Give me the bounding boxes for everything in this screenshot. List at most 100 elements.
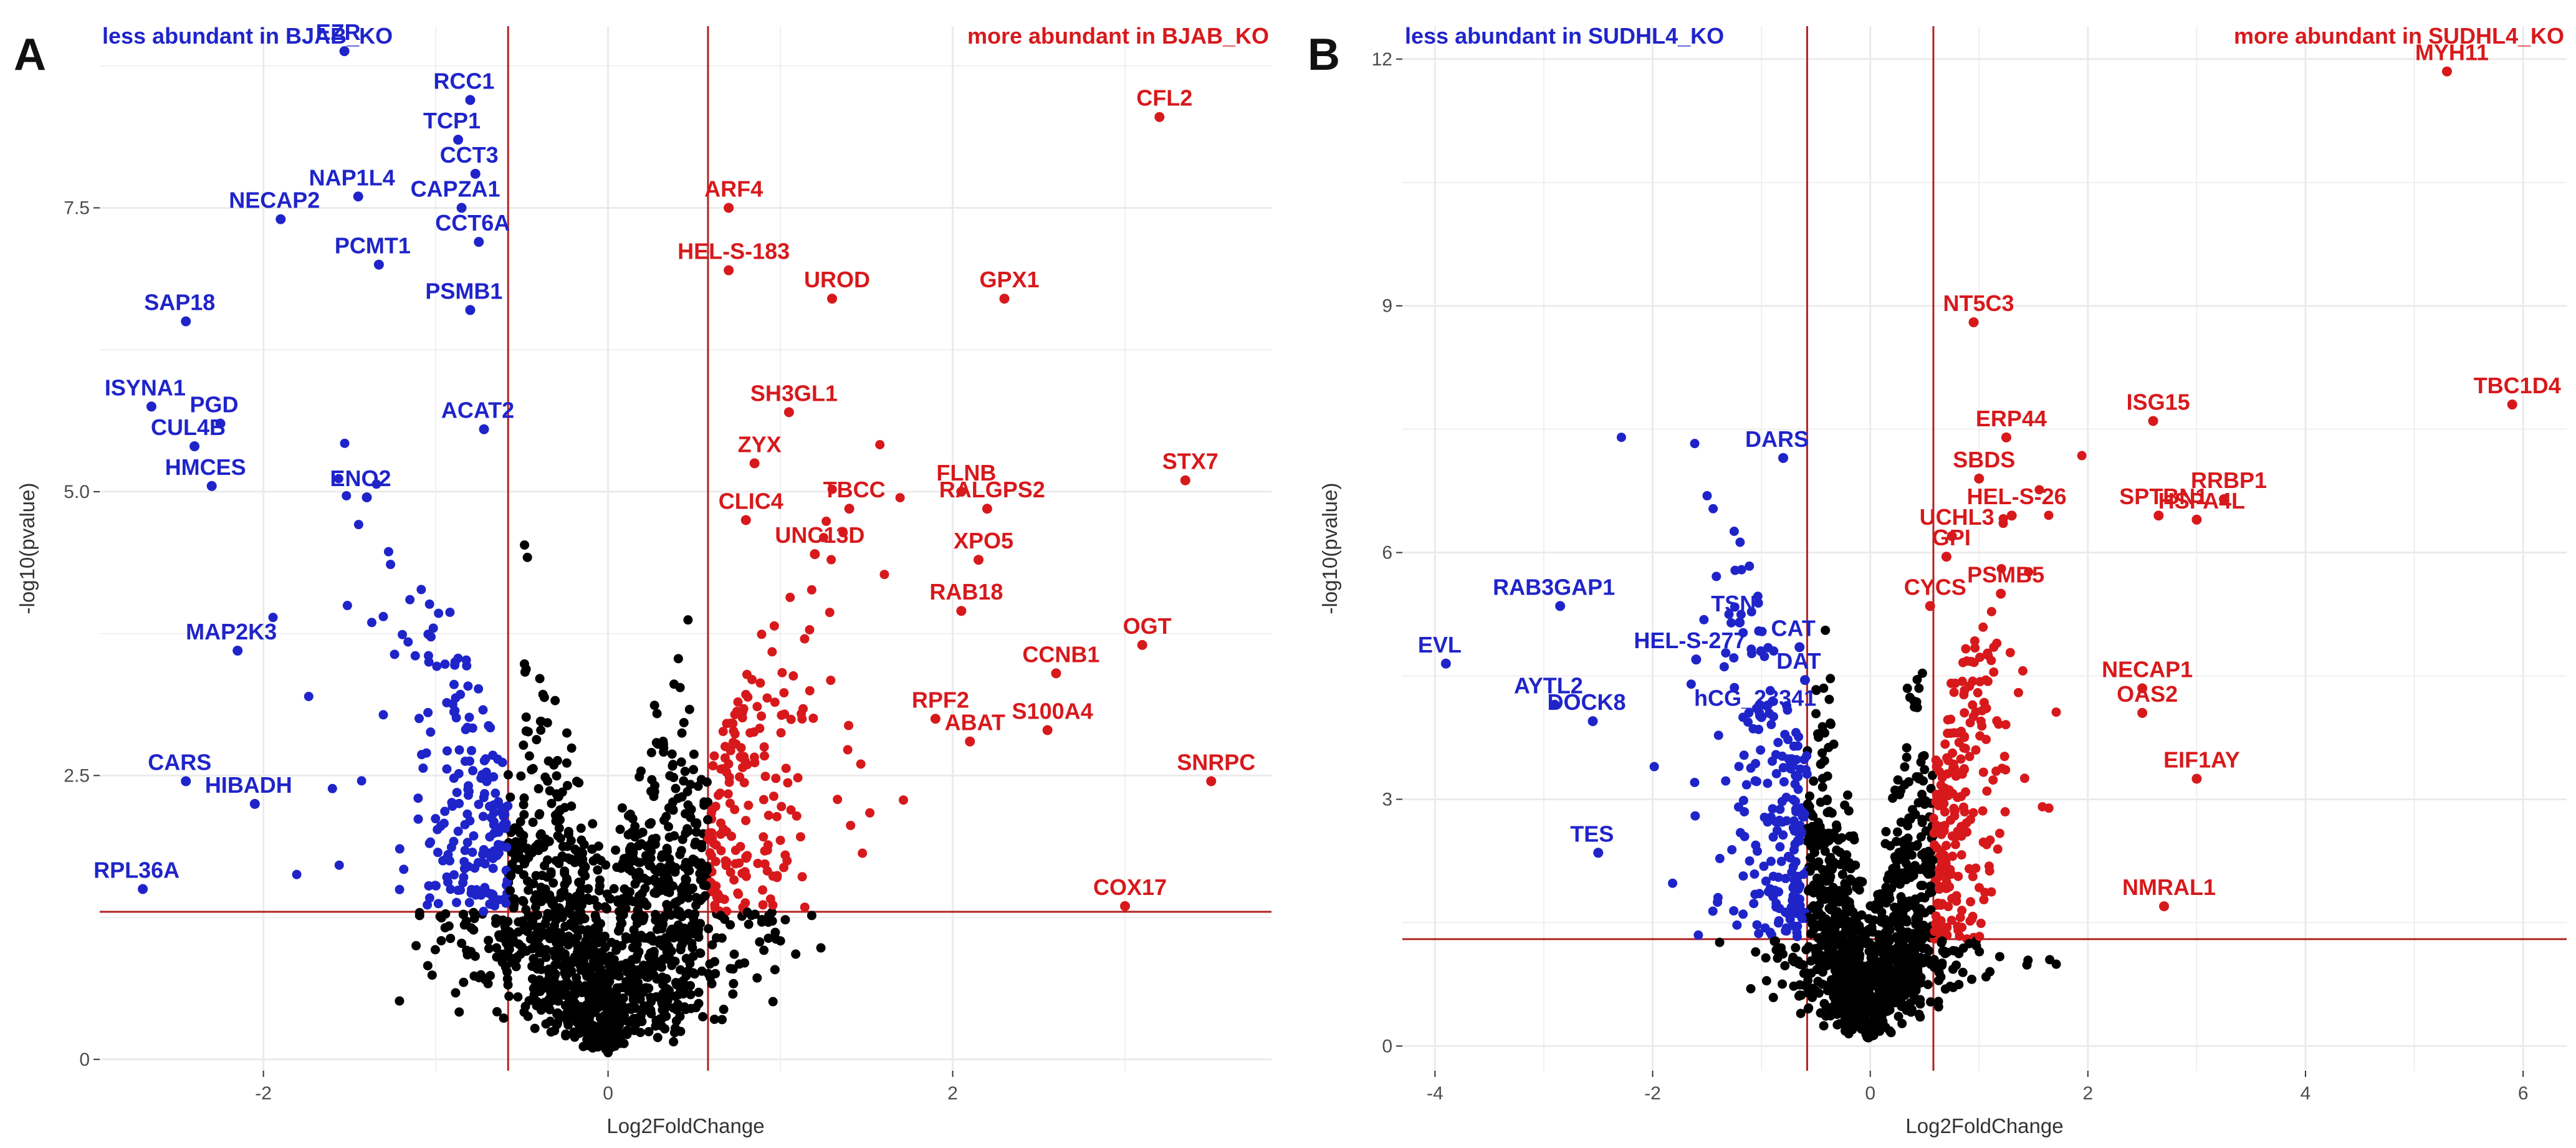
protein-point — [691, 1003, 701, 1013]
gene-point — [956, 486, 967, 497]
protein-point — [727, 831, 737, 841]
protein-point — [1889, 995, 1899, 1005]
protein-point — [1946, 916, 1956, 926]
protein-point — [1729, 527, 1739, 537]
gene-label: SBDS — [1953, 447, 2015, 472]
protein-point — [1915, 904, 1925, 914]
protein-point — [459, 856, 469, 866]
protein-point — [716, 764, 726, 774]
protein-point — [1726, 618, 1736, 628]
gene-point — [1996, 588, 2006, 599]
protein-point — [1825, 929, 1835, 939]
protein-point — [534, 784, 543, 794]
protein-point — [1816, 759, 1826, 769]
protein-point — [593, 1042, 603, 1052]
protein-point — [1911, 962, 1921, 972]
protein-point — [1920, 765, 1930, 775]
panel-a-labeled-points — [138, 46, 1217, 911]
protein-point — [681, 828, 691, 838]
protein-point — [783, 778, 793, 788]
protein-point — [686, 990, 696, 1000]
protein-point — [447, 798, 457, 808]
gene-point — [2137, 707, 2148, 718]
protein-point — [553, 808, 563, 818]
protein-point — [658, 980, 668, 990]
protein-point — [603, 985, 613, 995]
protein-point — [539, 692, 549, 702]
protein-point — [1768, 832, 1778, 842]
protein-point — [1777, 796, 1787, 806]
protein-point — [768, 792, 778, 801]
protein-point — [1983, 651, 1993, 661]
protein-point — [1794, 732, 1804, 742]
protein-point — [1965, 681, 1975, 691]
protein-point — [711, 969, 721, 978]
protein-point — [691, 900, 701, 910]
protein-point — [462, 838, 472, 848]
protein-point — [1978, 767, 1988, 777]
protein-point — [714, 894, 724, 904]
protein-point — [1935, 924, 1945, 934]
protein-point — [826, 676, 836, 686]
protein-point — [704, 924, 714, 934]
protein-point — [1945, 882, 1955, 892]
gene-label: RPF2 — [912, 687, 969, 712]
protein-point — [469, 971, 479, 981]
protein-point — [1798, 960, 1808, 970]
protein-point — [474, 800, 484, 810]
protein-point — [630, 879, 640, 889]
protein-point — [1806, 841, 1816, 851]
protein-point — [414, 911, 424, 921]
gene-label: DAT — [1776, 648, 1821, 674]
protein-point — [1965, 752, 1975, 762]
protein-point — [1961, 644, 1971, 654]
protein-point — [442, 746, 452, 756]
protein-point — [1732, 920, 1742, 930]
protein-point — [1811, 985, 1821, 995]
protein-point — [395, 884, 405, 894]
protein-point — [1824, 806, 1834, 816]
gene-label: HEL-S-277 — [1634, 628, 1746, 653]
protein-point — [1761, 876, 1771, 886]
protein-point — [1751, 777, 1761, 787]
protein-point — [644, 968, 654, 978]
protein-point — [1708, 504, 1718, 514]
protein-point — [461, 725, 471, 735]
protein-point — [576, 823, 586, 833]
protein-point — [1782, 701, 1792, 710]
protein-point — [770, 965, 780, 975]
protein-point — [1847, 932, 1857, 942]
gene-point — [749, 458, 760, 469]
gene-label: NT5C3 — [1943, 290, 2014, 316]
protein-point — [399, 864, 409, 874]
gene-label: HEL-S-26 — [1967, 484, 2067, 509]
gene-point — [2159, 901, 2170, 912]
gene-point — [974, 555, 984, 565]
protein-point — [663, 846, 673, 856]
protein-point — [1761, 953, 1771, 963]
protein-point — [1966, 974, 1976, 984]
protein-point — [1984, 861, 1994, 871]
protein-point — [1823, 985, 1833, 995]
protein-point — [668, 805, 678, 815]
protein-point — [426, 727, 436, 737]
protein-point — [1826, 975, 1836, 985]
protein-point — [768, 871, 778, 881]
protein-point — [1738, 712, 1748, 722]
protein-point — [663, 904, 673, 914]
protein-point — [560, 980, 570, 990]
protein-point — [1799, 809, 1809, 819]
protein-point — [478, 811, 488, 821]
protein-point — [424, 599, 434, 609]
protein-point — [723, 789, 733, 799]
protein-point — [689, 765, 699, 775]
protein-point — [1959, 764, 1969, 774]
protein-point — [574, 1028, 584, 1038]
protein-point — [548, 878, 558, 888]
protein-point — [470, 863, 480, 873]
protein-point — [540, 998, 550, 1008]
protein-point — [1964, 939, 1974, 949]
protein-point — [333, 474, 343, 484]
protein-point — [1761, 701, 1771, 711]
protein-point — [661, 990, 671, 1000]
